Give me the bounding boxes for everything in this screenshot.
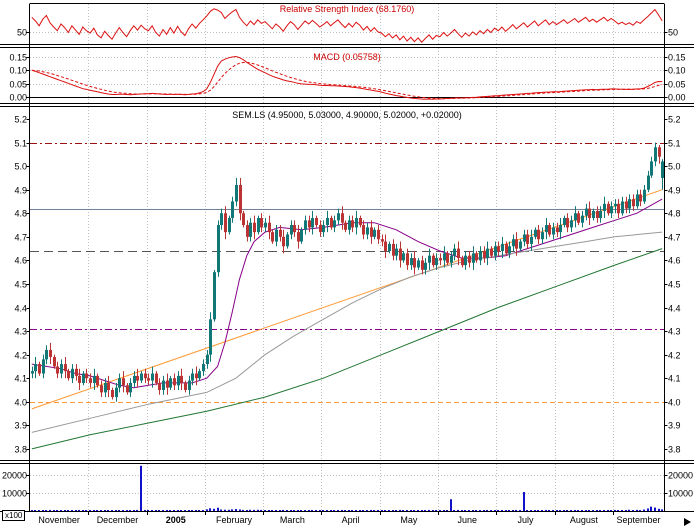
svg-text:0.15: 0.15 — [9, 53, 27, 63]
svg-text:4.1: 4.1 — [14, 374, 27, 384]
svg-text:4.2: 4.2 — [668, 351, 681, 361]
y-axis-labels-right: 50 0.15 0.10 0.05 0.00 5.2 5.1 5.0 4.9 4.8 4.7 4.6 4… — [664, 28, 693, 499]
svg-text:September: September — [616, 515, 660, 525]
scroll-right-icon[interactable] — [684, 518, 691, 526]
svg-text:3.9: 3.9 — [668, 421, 681, 431]
svg-text:4.3: 4.3 — [14, 327, 27, 337]
moving-average-slow — [31, 248, 663, 450]
svg-text:4.3: 4.3 — [668, 327, 681, 337]
svg-text:4.0: 4.0 — [668, 398, 681, 408]
svg-text:July: July — [518, 515, 535, 525]
svg-text:February: February — [216, 515, 253, 525]
volume-bars — [31, 465, 663, 511]
svg-text:4.8: 4.8 — [668, 209, 681, 219]
svg-text:0.10: 0.10 — [668, 66, 686, 76]
svg-text:0.00: 0.00 — [9, 93, 27, 103]
svg-text:4.7: 4.7 — [14, 233, 27, 243]
svg-text:2005: 2005 — [166, 515, 186, 525]
panel-borders — [0, 3, 694, 512]
macd-line — [31, 55, 663, 100]
svg-text:5.1: 5.1 — [668, 139, 681, 149]
rsi-line — [31, 8, 663, 43]
svg-text:0.15: 0.15 — [668, 53, 686, 63]
moving-average-medium — [31, 231, 663, 433]
svg-text:4.6: 4.6 — [14, 256, 27, 266]
svg-text:4.9: 4.9 — [668, 186, 681, 196]
svg-text:10000: 10000 — [668, 489, 693, 499]
x-axis-month-labels: November December 2005 February March April Ma… — [38, 512, 661, 525]
price-reference-lines — [30, 143, 664, 403]
svg-text:4.0: 4.0 — [14, 398, 27, 408]
moving-average-fast — [31, 198, 663, 389]
svg-text:5.2: 5.2 — [668, 115, 681, 125]
svg-text:4.2: 4.2 — [14, 351, 27, 361]
svg-text:50: 50 — [17, 28, 27, 38]
svg-text:4.5: 4.5 — [14, 280, 27, 290]
svg-text:0.10: 0.10 — [9, 66, 27, 76]
svg-text:5.1: 5.1 — [14, 139, 27, 149]
svg-text:May: May — [400, 515, 418, 525]
svg-text:November: November — [38, 515, 80, 525]
svg-text:March: March — [280, 515, 305, 525]
svg-text:4.9: 4.9 — [14, 186, 27, 196]
svg-text:December: December — [97, 515, 139, 525]
svg-text:4.4: 4.4 — [14, 304, 27, 314]
candlesticks — [31, 142, 664, 402]
svg-text:5.0: 5.0 — [14, 162, 27, 172]
svg-text:3.9: 3.9 — [14, 421, 27, 431]
svg-text:4.5: 4.5 — [668, 280, 681, 290]
svg-text:5.2: 5.2 — [14, 115, 27, 125]
svg-text:10000: 10000 — [2, 489, 27, 499]
y-axis-labels-left: 50 0.15 0.10 0.05 0.00 5.2 5.1 5.0 4.9 4.8 4.7 4.6 4… — [2, 28, 30, 499]
level-gridlines — [30, 32, 664, 494]
svg-text:3.8: 3.8 — [668, 445, 681, 455]
svg-text:4.8: 4.8 — [14, 209, 27, 219]
volume-scale-label: x100 — [2, 510, 26, 521]
svg-text:5.0: 5.0 — [668, 162, 681, 172]
svg-text:0.00: 0.00 — [668, 93, 686, 103]
svg-text:20000: 20000 — [668, 471, 693, 481]
svg-text:August: August — [570, 515, 599, 525]
svg-text:20000: 20000 — [2, 471, 27, 481]
svg-text:4.1: 4.1 — [668, 374, 681, 384]
svg-text:June: June — [457, 515, 477, 525]
svg-text:3.8: 3.8 — [14, 445, 27, 455]
month-gridlines — [88, 4, 614, 511]
svg-text:4.4: 4.4 — [668, 304, 681, 314]
svg-text:April: April — [342, 515, 360, 525]
svg-text:0.05: 0.05 — [9, 80, 27, 90]
svg-text:4.7: 4.7 — [668, 233, 681, 243]
svg-text:0.05: 0.05 — [668, 80, 686, 90]
macd-signal-line — [31, 61, 663, 100]
svg-text:4.6: 4.6 — [668, 256, 681, 266]
svg-text:50: 50 — [668, 28, 678, 38]
